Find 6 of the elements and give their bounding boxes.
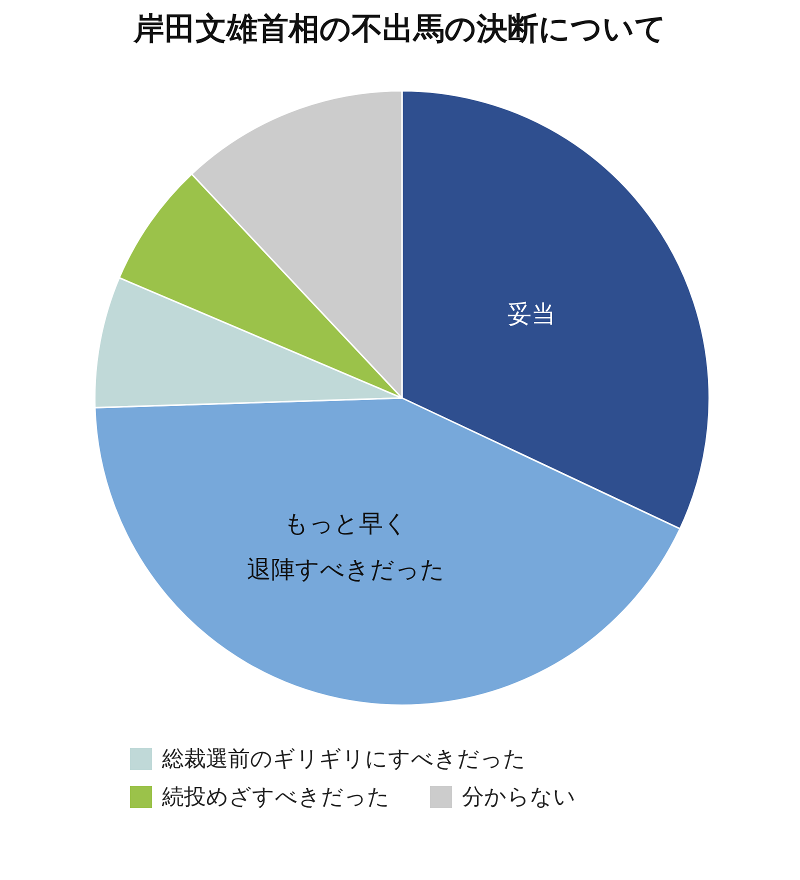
legend-label: 分からない [462,784,576,812]
slice-label: 妥当 [508,300,556,328]
slice-label: もっと早く退陣すべきだった [246,510,445,584]
legend-label: 続投めざすべきだった [162,784,390,812]
legend-label: 総裁選前のギリギリにすべきだった [162,746,526,774]
chart-title: 岸田文雄首相の不出馬の決断について [132,10,668,49]
